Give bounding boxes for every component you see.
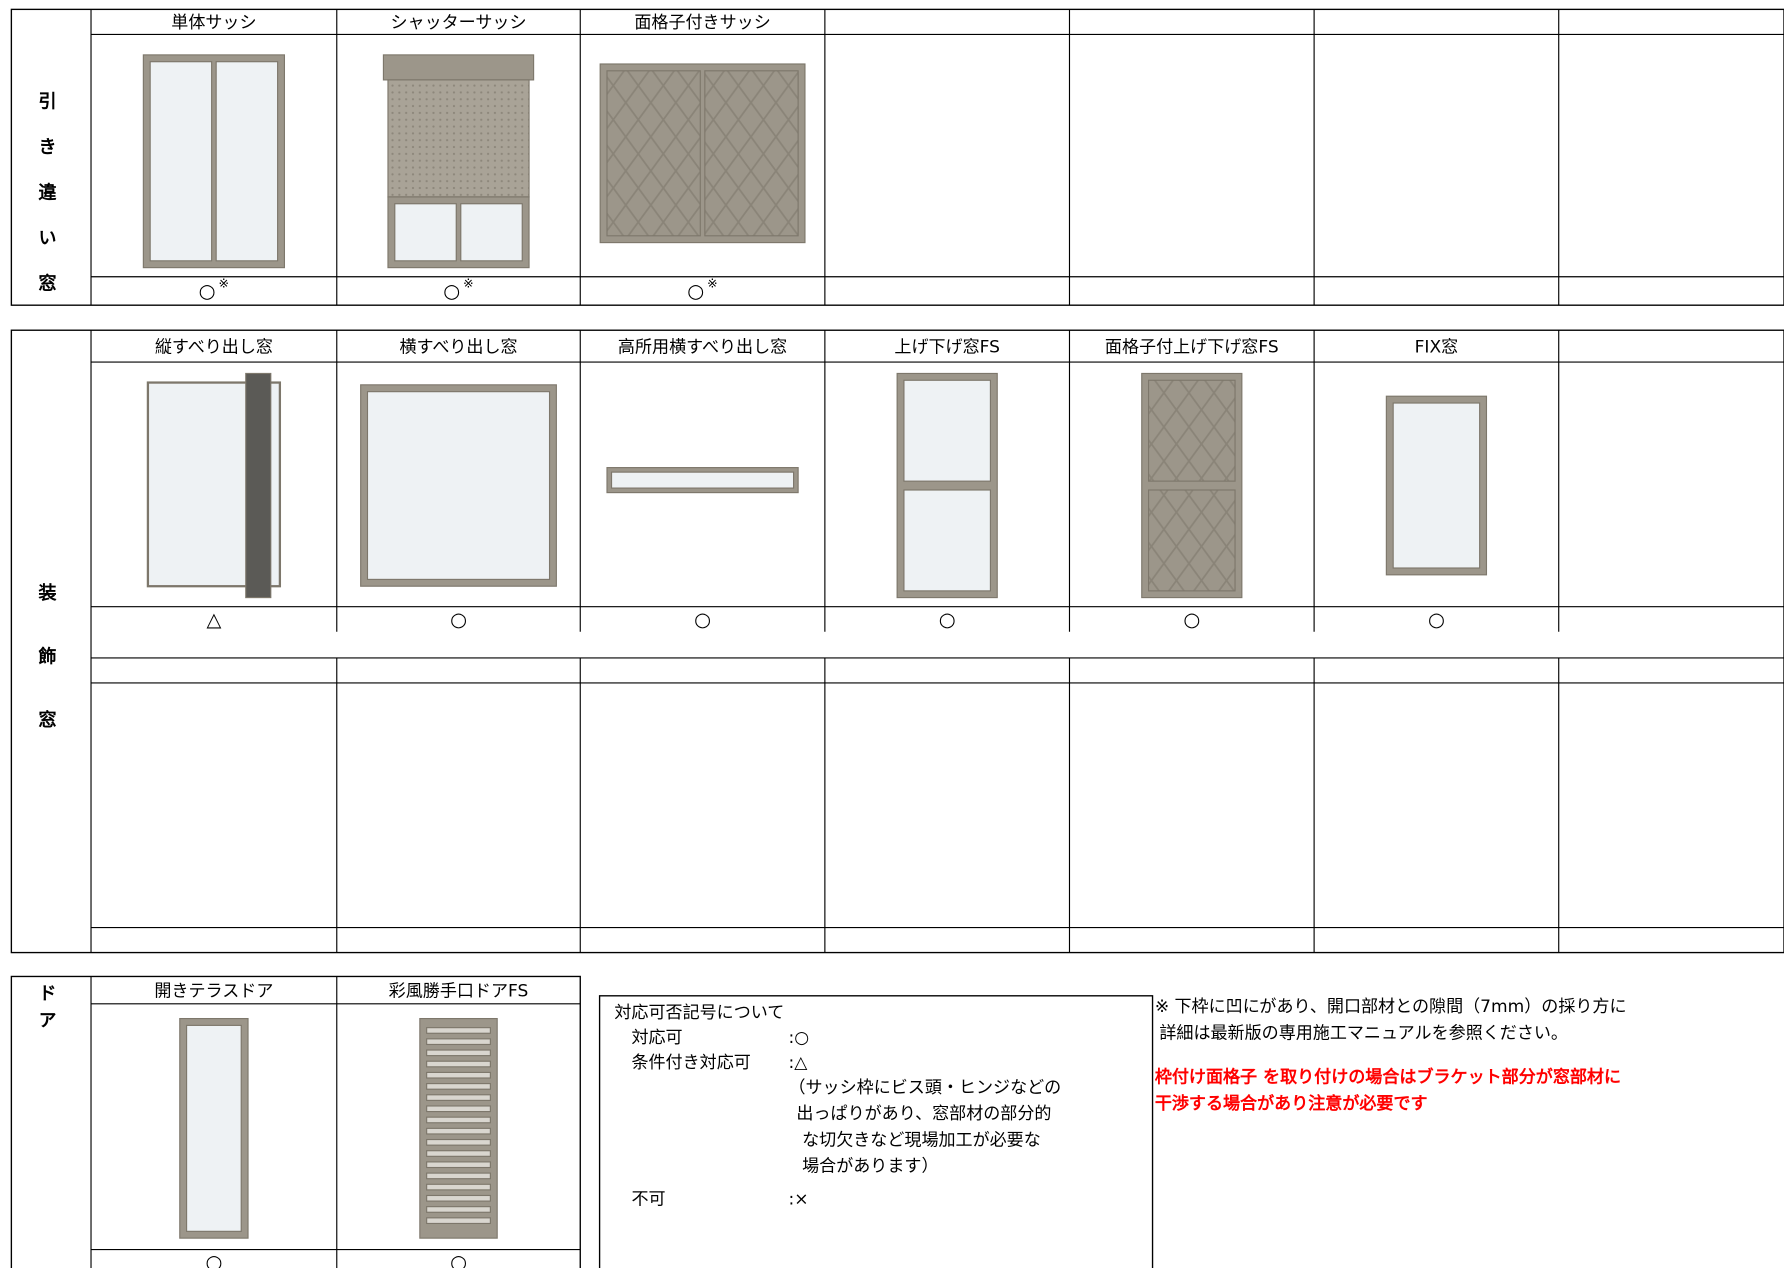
window-part [382,54,535,81]
window-illustration [599,63,806,244]
window-part [426,1138,491,1146]
item-name: 横すべり出し窓 [399,337,517,357]
window-part [366,391,551,580]
window-part [426,1161,491,1169]
window-part [903,489,991,592]
support-symbol: △ [206,608,221,631]
warning: 枠付け面格子 を取り付けの場合はブラケット部分が窓部材に [1155,1067,1621,1088]
window-illustration [360,384,557,587]
window-part [245,372,272,599]
section-border [10,8,1784,306]
window-part [149,61,213,262]
window-part [704,70,799,237]
window-illustration [142,54,286,269]
warning: 干渉する場合があり注意が必要です [1155,1093,1428,1114]
legend-box [598,995,1154,1268]
legend-note: 出っぱりがあり、窓部材の部分的 [796,1104,1051,1124]
section-label: 装飾窓 [36,582,57,774]
window-illustration [146,372,282,599]
window-part [387,79,530,198]
legend-term: 不可 [631,1189,665,1209]
item-name: 面格子付上げ下げ窓FS [1105,337,1279,357]
item-name: 縦すべり出し窓 [155,337,273,357]
window-part [426,1150,491,1157]
note: 詳細は最新版の専用施工マニュアルを参照ください。 [1159,1023,1568,1043]
window-part [426,1049,491,1057]
window-part [426,1094,491,1101]
note-mark: ※ [707,276,717,291]
support-symbol: ○ [205,1251,222,1268]
legend-note: 場合があります） [802,1156,938,1176]
window-illustration [179,1017,249,1239]
window-illustration [1385,395,1488,576]
window-part [426,1071,491,1079]
legend-symbol: :△ [788,1053,808,1073]
window-part [606,70,701,237]
item-name: 開きテラスドア [154,981,273,1001]
support-symbol: ○ [687,280,704,303]
window-part [426,1172,491,1180]
window-part [426,1183,491,1191]
window-illustration [1141,372,1243,599]
section-label: 引き違い窓 [36,91,57,319]
window-part [426,1060,491,1068]
window-illustration [606,467,799,494]
window-part [610,471,795,489]
window-part [903,379,991,482]
window-part [426,1027,491,1034]
window-part [426,1217,491,1225]
support-symbol: ○ [1183,608,1200,631]
section-border [10,975,581,1268]
legend-term: 条件付き対応可 [631,1053,750,1073]
item-name: 単体サッシ [171,13,256,33]
window-part [460,203,523,262]
window-illustration [419,1017,498,1239]
support-symbol: ○ [1428,608,1445,631]
support-symbol: ○ [199,280,216,303]
window-illustration [896,372,998,599]
window-part [1147,489,1236,592]
note-mark: ※ [218,276,228,291]
support-symbol: ○ [694,608,711,631]
support-symbol: ○ [450,608,467,631]
note-mark: ※ [463,276,473,291]
window-part [426,1206,491,1213]
window-part [394,203,457,262]
support-symbol: ○ [450,1251,467,1268]
item-name: シャッターサッシ [390,13,526,33]
window-part [426,1105,491,1113]
item-name: FIX窓 [1415,337,1459,357]
item-name: 上げ下げ窓FS [894,337,1000,357]
window-part [1147,379,1236,482]
window-part [186,1024,242,1232]
section-label: ドア [36,983,57,1038]
window-part [426,1116,491,1124]
window-part [426,1083,491,1090]
legend-note: な切欠きなど現場加工が必要な [802,1130,1041,1150]
window-part [1392,402,1481,569]
legend-title: 対応可否記号について [614,1003,784,1023]
window-part [426,1038,491,1046]
note: ※ 下枠に凹にがあり、開口部材との隙間（7mm）の採り方に [1155,997,1627,1017]
item-name: 高所用横すべり出し窓 [618,337,787,357]
legend-note: （サッシ枠にビス頭・ヒンジなどの [788,1078,1061,1098]
legend-term: 対応可 [631,1028,682,1048]
item-name: 彩風勝手口ドアFS [389,981,529,1001]
support-symbol: ○ [939,608,956,631]
window-part [215,61,279,262]
section-border [10,329,1784,954]
window-illustration [382,54,535,269]
window-part [426,1127,491,1135]
item-name: 面格子付きサッシ [634,13,770,33]
legend-symbol: :○ [788,1028,809,1048]
window-part [426,1194,491,1202]
legend-symbol: :× [788,1189,808,1209]
support-symbol: ○ [443,280,460,303]
